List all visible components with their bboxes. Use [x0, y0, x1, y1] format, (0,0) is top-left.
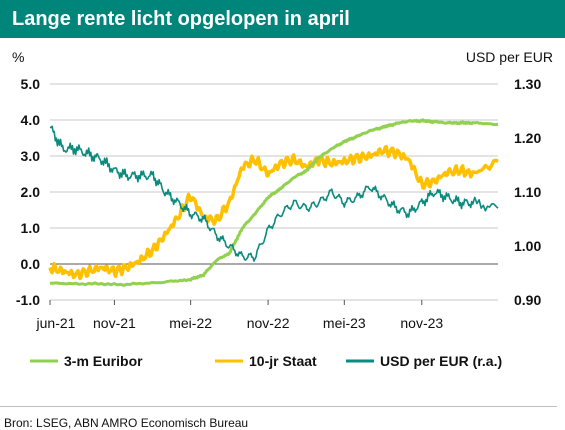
right-tick-label: 1.20: [514, 130, 541, 146]
left-tick-label: 2.0: [21, 184, 41, 200]
left-tick-label: 3.0: [21, 148, 41, 164]
source-divider: [0, 406, 557, 407]
right-tick-label: 1.00: [514, 238, 541, 254]
left-axis-label: %: [12, 49, 24, 65]
x-tick-label: nov-23: [400, 315, 443, 331]
left-tick-label: 5.0: [21, 76, 41, 92]
left-tick-label: 0.0: [21, 256, 41, 272]
legend: 3-m Euribor 10-jr Staat USD per EUR (r.a.): [30, 353, 502, 369]
x-tick-labels: jun-21 nov-21 mei-22 nov-22 mei-23 nov-23: [36, 300, 443, 331]
legend-entry: 3-m Euribor: [64, 353, 143, 369]
series-lines: [48, 118, 499, 287]
right-tick-label: 0.90: [514, 292, 541, 308]
x-tick-label: nov-22: [247, 315, 290, 331]
left-tick-label: -1.0: [16, 292, 40, 308]
source-note: Bron: LSEG, ABN AMRO Economisch Bureau: [4, 416, 249, 430]
legend-entry: USD per EUR (r.a.): [380, 353, 502, 369]
left-tick-label: 1.0: [21, 220, 41, 236]
left-tick-labels: 5.0 4.0 3.0 2.0 1.0 0.0 -1.0: [16, 76, 40, 308]
right-tick-labels: 1.30 1.20 1.10 1.00 0.90: [514, 76, 541, 308]
right-axis-label: USD per EUR: [466, 49, 553, 65]
chart-canvas: % USD per EUR 5.0 4.0 3.0 2.0 1.0 0.0 -1.0 1.3…: [12, 49, 553, 369]
legend-entry: 10-jr Staat: [249, 353, 317, 369]
chart-title: Lange rente licht opgelopen in april: [0, 0, 565, 38]
staat-line: [48, 144, 499, 281]
x-tick-label: jun-21: [36, 315, 76, 331]
x-tick-label: mei-23: [323, 315, 366, 331]
x-tick-label: mei-22: [169, 315, 212, 331]
right-tick-label: 1.30: [514, 76, 541, 92]
x-tick-label: nov-21: [93, 315, 136, 331]
right-tick-label: 1.10: [514, 184, 541, 200]
usd-line: [49, 125, 499, 262]
left-tick-label: 4.0: [21, 112, 41, 128]
euribor-line: [49, 118, 499, 287]
